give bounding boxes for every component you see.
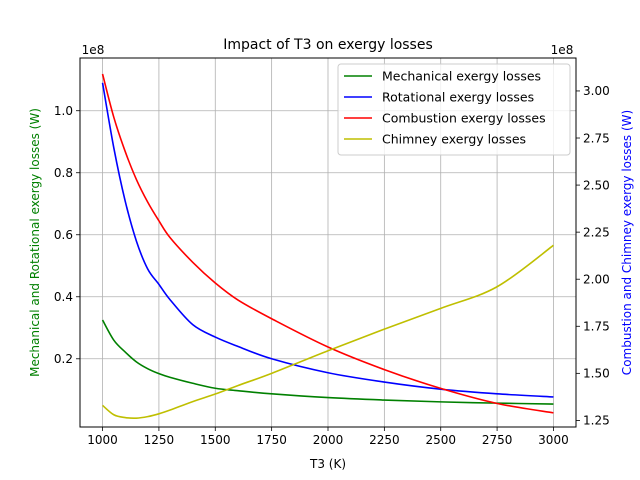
x-tick-label: 1500 bbox=[200, 433, 231, 447]
axis-ticks: 1000 1250 1500 1750 2000 2250 2500 2750 3000 0.2 0… bbox=[54, 84, 610, 447]
x-axis-label: T3 (K) bbox=[309, 457, 346, 471]
x-tick-label: 1750 bbox=[256, 433, 287, 447]
legend-label-rotational: Rotational exergy losses bbox=[382, 90, 534, 105]
legend-label-combustion: Combustion exergy losses bbox=[382, 111, 546, 126]
right-y-tick-label: 2.00 bbox=[583, 273, 610, 287]
right-y-tick-label: 2.50 bbox=[583, 178, 610, 192]
series-line-2 bbox=[101, 73, 554, 414]
x-tick-label: 1250 bbox=[144, 433, 175, 447]
x-tick-label: 3000 bbox=[538, 433, 569, 447]
right-y-tick-label: 3.00 bbox=[583, 84, 610, 98]
left-y-tick-label: 0.6 bbox=[54, 228, 73, 242]
legend-box bbox=[337, 63, 571, 156]
left-y-tick-label: 1.0 bbox=[54, 104, 73, 118]
right-y-tick-label: 1.75 bbox=[583, 320, 610, 334]
right-y-tick-label: 1.50 bbox=[583, 367, 610, 381]
left-y-tick-label: 0.2 bbox=[54, 352, 73, 366]
x-tick-label: 1000 bbox=[87, 433, 118, 447]
right-y-tick-label: 2.25 bbox=[583, 225, 610, 239]
left-y-axis-label: Mechanical and Rotational exergy losses … bbox=[28, 108, 42, 377]
right-y-axis-label: Combustion and Chimney exergy losses (W) bbox=[620, 110, 634, 375]
legend: Mechanical exergy losses Rotational exer… bbox=[337, 63, 571, 156]
legend-label-mechanical: Mechanical exergy losses bbox=[382, 69, 541, 84]
right-y-tick-label: 1.25 bbox=[583, 414, 610, 428]
right-y-tick-label: 2.75 bbox=[583, 131, 610, 145]
plot-series bbox=[101, 73, 554, 420]
series-line-0 bbox=[101, 319, 554, 405]
chart-title: Impact of T3 on exergy losses bbox=[223, 37, 433, 53]
left-y-tick-label: 0.8 bbox=[54, 166, 73, 180]
series-line-1 bbox=[101, 82, 554, 398]
x-tick-label: 2000 bbox=[313, 433, 344, 447]
x-tick-label: 2750 bbox=[482, 433, 513, 447]
x-tick-label: 2500 bbox=[425, 433, 456, 447]
legend-label-chimney: Chimney exergy losses bbox=[382, 132, 526, 147]
series-line-3 bbox=[102, 244, 554, 420]
x-tick-label: 2250 bbox=[369, 433, 400, 447]
right-axis-offset-label: 1e8 bbox=[551, 43, 574, 57]
left-axis-offset-label: 1e8 bbox=[82, 43, 105, 57]
left-y-tick-label: 0.4 bbox=[54, 290, 73, 304]
